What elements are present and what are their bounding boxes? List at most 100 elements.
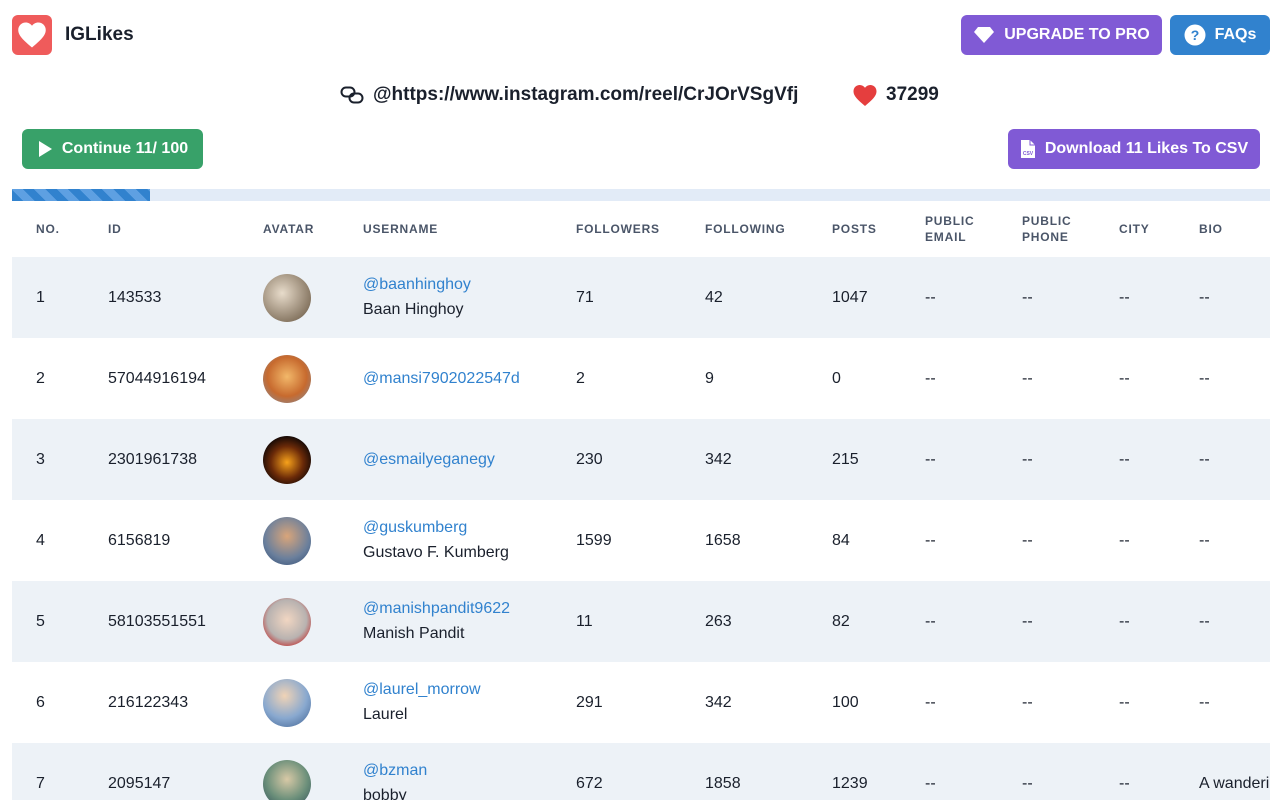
avatar[interactable] xyxy=(263,759,311,800)
header-public-email-line2: EMAIL xyxy=(925,230,967,244)
username-link[interactable]: @bzman xyxy=(363,762,428,779)
header-public-email-line1: PUBLIC xyxy=(925,214,975,228)
cell-no: 7 xyxy=(36,774,45,792)
play-icon xyxy=(38,141,52,157)
cell-bio: A wanderi xyxy=(1199,774,1270,792)
cell-following: 342 xyxy=(705,450,732,468)
faqs-button[interactable]: ? FAQs xyxy=(1170,15,1270,55)
avatar[interactable] xyxy=(263,597,311,646)
header-followers: FOLLOWERS xyxy=(576,222,660,236)
cell-id: 6156819 xyxy=(108,531,171,549)
cell-posts: 215 xyxy=(832,450,859,468)
table-row: 5 58103551551 @manishpandit9622 Manish P… xyxy=(12,581,1270,662)
avatar[interactable] xyxy=(263,273,311,322)
header-id: ID xyxy=(108,222,122,236)
cell-followers: 71 xyxy=(576,288,594,306)
avatar[interactable] xyxy=(263,516,311,565)
cell-public-phone: -- xyxy=(1022,774,1033,792)
cell-id: 58103551551 xyxy=(108,612,206,630)
header-bio: BIO xyxy=(1199,222,1223,236)
cell-followers: 2 xyxy=(576,369,585,387)
cell-bio: -- xyxy=(1199,612,1210,630)
table-row: 3 2301961738 @esmailyeganegy 230 342 215… xyxy=(12,419,1270,500)
continue-button[interactable]: Continue 11/ 100 xyxy=(22,129,203,169)
cell-public-email: -- xyxy=(925,774,936,792)
header-public-phone-line2: PHONE xyxy=(1022,230,1069,244)
cell-username: @bzman bobby xyxy=(363,743,563,800)
cell-public-phone: -- xyxy=(1022,612,1033,630)
full-name: Baan Hinghoy xyxy=(363,301,464,318)
cell-id: 143533 xyxy=(108,288,162,306)
cell-followers: 1599 xyxy=(576,531,612,549)
app-logo[interactable] xyxy=(12,15,52,55)
cell-posts: 82 xyxy=(832,612,850,630)
cell-username: @guskumberg Gustavo F. Kumberg xyxy=(363,500,563,581)
username-link[interactable]: @manishpandit9622 xyxy=(363,600,511,617)
header-public-phone: PUBLIC PHONE xyxy=(1022,201,1102,257)
app-title: IGLikes xyxy=(65,24,134,45)
header-avatar: AVATAR xyxy=(263,222,315,236)
full-name: Gustavo F. Kumberg xyxy=(363,544,509,561)
cell-username: @baanhinghoy Baan Hinghoy xyxy=(363,257,563,338)
username-link[interactable]: @laurel_morrow xyxy=(363,681,481,698)
cell-avatar xyxy=(263,581,343,662)
cell-public-email: -- xyxy=(925,693,936,711)
cell-posts: 100 xyxy=(832,693,859,711)
csv-file-icon: CSV xyxy=(1020,140,1035,158)
table-body: 1 143533 @baanhinghoy Baan Hinghoy 71 42… xyxy=(12,257,1270,800)
header-public-phone-line1: PUBLIC xyxy=(1022,214,1072,228)
cell-id: 2095147 xyxy=(108,774,171,792)
avatar[interactable] xyxy=(263,354,311,403)
cell-public-phone: -- xyxy=(1022,369,1033,387)
avatar[interactable] xyxy=(263,678,311,727)
cell-posts: 0 xyxy=(832,369,841,387)
cell-public-email: -- xyxy=(925,288,936,306)
username-link[interactable]: @baanhinghoy xyxy=(363,276,471,293)
username-link[interactable]: @guskumberg xyxy=(363,519,468,536)
cell-username: @esmailyeganegy xyxy=(363,419,563,500)
cell-username: @manishpandit9622 Manish Pandit xyxy=(363,581,563,662)
cell-following: 9 xyxy=(705,369,714,387)
cell-city: -- xyxy=(1119,774,1130,792)
cell-public-phone: -- xyxy=(1022,288,1033,306)
cell-following: 1858 xyxy=(705,774,741,792)
username-link[interactable]: @esmailyeganegy xyxy=(363,450,495,468)
heart-logo-icon xyxy=(18,22,46,48)
cell-no: 2 xyxy=(36,369,45,387)
cell-following: 1658 xyxy=(705,531,741,549)
avatar[interactable] xyxy=(263,435,311,484)
table-row: 2 57044916194 @mansi7902022547d 2 9 0 --… xyxy=(12,338,1270,419)
full-name: Manish Pandit xyxy=(363,625,465,642)
cell-followers: 672 xyxy=(576,774,603,792)
cell-username: @mansi7902022547d xyxy=(363,338,563,419)
cell-bio: -- xyxy=(1199,450,1210,468)
cell-avatar xyxy=(263,500,343,581)
diamond-icon xyxy=(974,27,995,43)
progress-bar xyxy=(12,189,1270,201)
cell-avatar xyxy=(263,662,343,743)
cell-city: -- xyxy=(1119,531,1130,549)
cell-public-email: -- xyxy=(925,531,936,549)
svg-text:?: ? xyxy=(1190,27,1199,43)
reel-info: @https://www.instagram.com/reel/CrJOrVSg… xyxy=(0,82,1280,108)
heart-icon xyxy=(853,85,877,106)
download-csv-button[interactable]: CSV Download 11 Likes To CSV xyxy=(1008,129,1260,169)
cell-public-phone: -- xyxy=(1022,693,1033,711)
table-row: 7 2095147 @bzman bobby 672 1858 1239 -- … xyxy=(12,743,1270,800)
cell-username: @laurel_morrow Laurel xyxy=(363,662,563,743)
upgrade-label: UPGRADE TO PRO xyxy=(1004,26,1150,43)
cell-posts: 84 xyxy=(832,531,850,549)
svg-text:CSV: CSV xyxy=(1023,151,1034,157)
cell-followers: 291 xyxy=(576,693,603,711)
question-circle-icon: ? xyxy=(1184,24,1206,46)
cell-following: 42 xyxy=(705,288,723,306)
cell-public-phone: -- xyxy=(1022,450,1033,468)
username-link[interactable]: @mansi7902022547d xyxy=(363,369,520,387)
cell-following: 342 xyxy=(705,693,732,711)
cell-posts: 1047 xyxy=(832,288,868,306)
header-no: NO. xyxy=(36,222,60,236)
table-row: 4 6156819 @guskumberg Gustavo F. Kumberg… xyxy=(12,500,1270,581)
upgrade-to-pro-button[interactable]: UPGRADE TO PRO xyxy=(961,15,1162,55)
cell-no: 4 xyxy=(36,531,45,549)
reel-url[interactable]: @https://www.instagram.com/reel/CrJOrVSg… xyxy=(373,84,799,105)
